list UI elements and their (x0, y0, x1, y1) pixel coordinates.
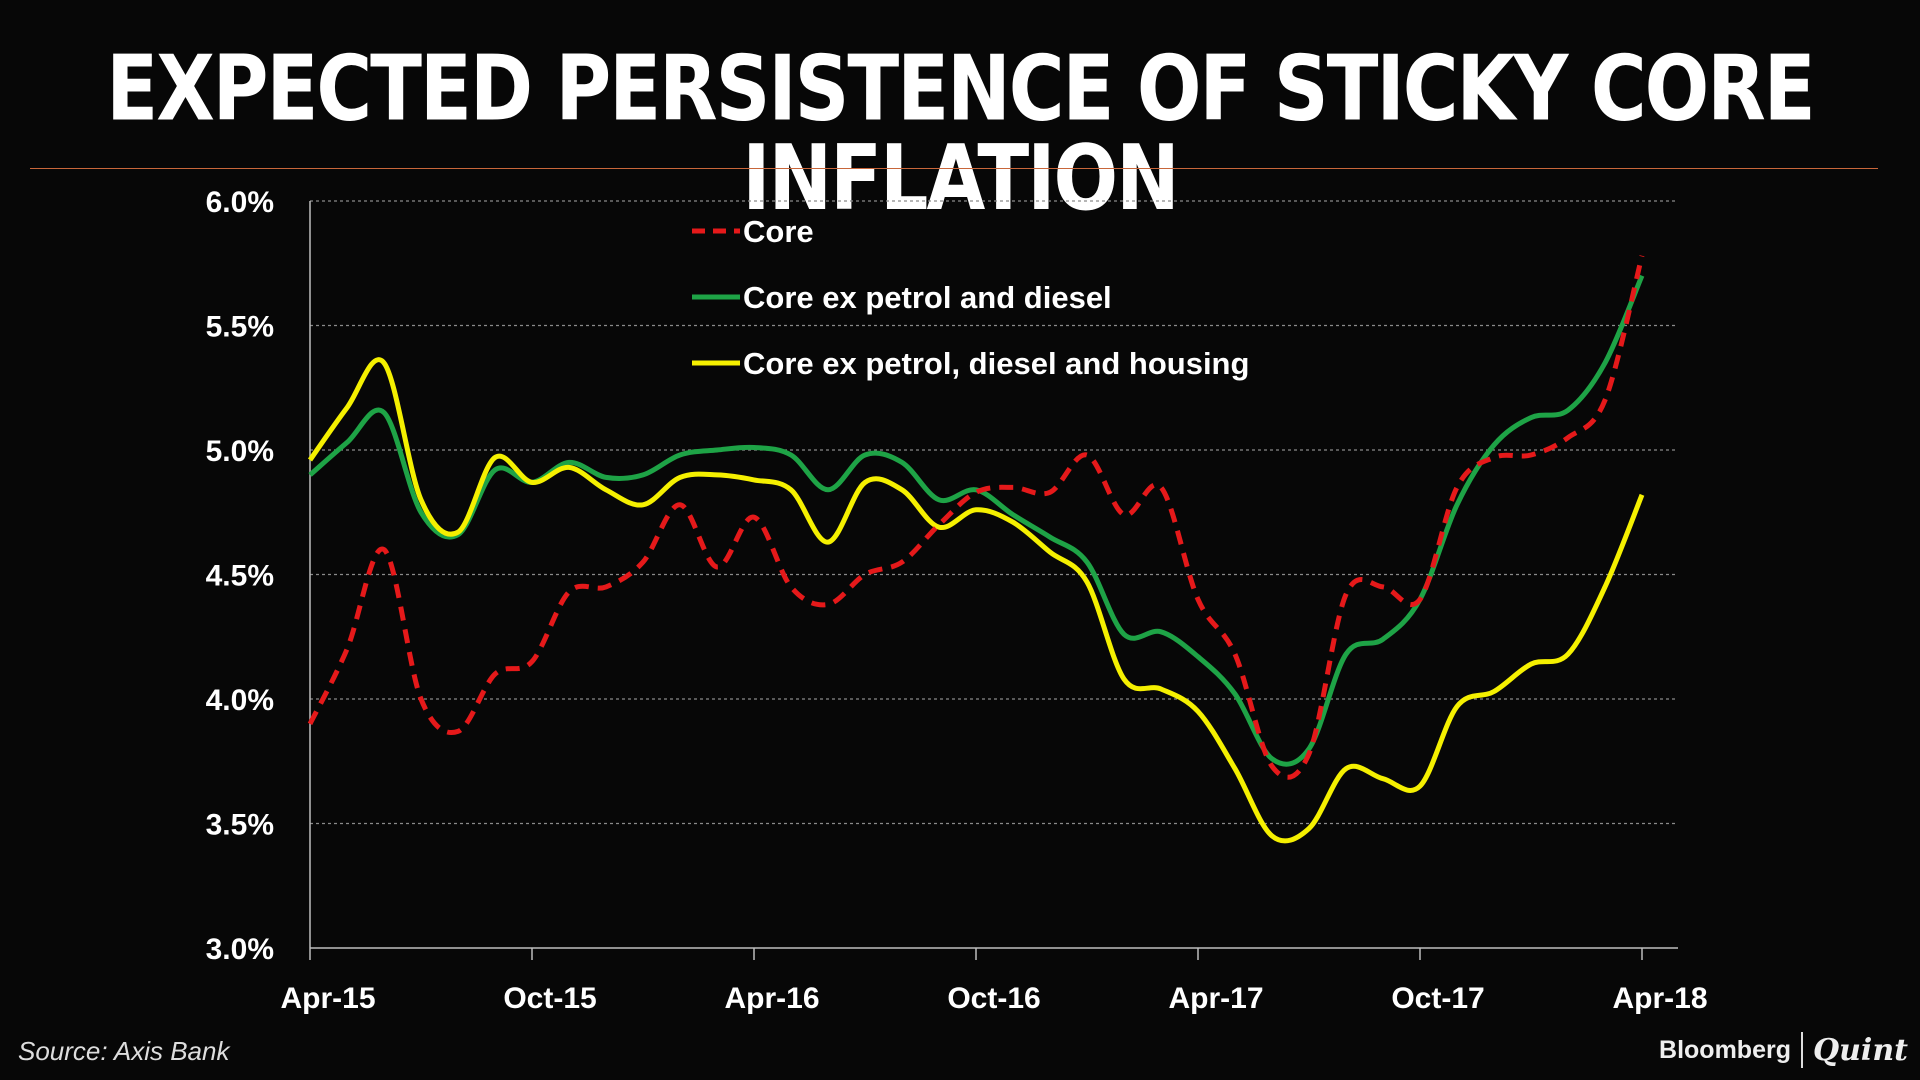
chart-title: EXPECTED PERSISTENCE OF STICKY CORE INFL… (106, 35, 1815, 231)
series-core-line (307, 255, 1645, 780)
y-tick-label: 4.5% (206, 560, 274, 593)
logo-separator (1800, 1032, 1803, 1068)
series-core-ex-petrol-diesel-housing-line (307, 357, 1645, 844)
legend-label: Core (743, 214, 814, 249)
x-tick-label: Oct-15 (503, 982, 596, 1015)
publisher-logo: Bloomberg Quint (1659, 1032, 1908, 1068)
axes: 3.0% 3.5% 4.0% 4.5% 5.0% 5.5% 6.0% Apr-15 Oct-15… (206, 186, 1708, 1015)
gridlines (310, 200, 1678, 825)
y-tick-label: 6.0% (206, 186, 274, 219)
y-tick-label: 5.0% (206, 435, 274, 468)
legend: Core Core ex petrol and diesel Core ex pet… (692, 214, 1249, 381)
x-tick-label: Apr-17 (1168, 982, 1263, 1015)
logo-brand: Bloomberg (1659, 1035, 1791, 1064)
legend-label: Core ex petrol, diesel and housing (743, 346, 1249, 381)
x-tick-label: Apr-15 (280, 982, 375, 1015)
y-tick-label: 3.5% (206, 809, 274, 842)
x-tick-label: Apr-18 (1612, 982, 1707, 1015)
source-note: Source: Axis Bank (18, 1036, 230, 1066)
y-tick-label: 4.0% (206, 684, 274, 717)
logo-sub: Quint (1812, 1032, 1908, 1068)
y-tick-label: 5.5% (206, 311, 274, 344)
y-tick-label: 3.0% (206, 933, 274, 966)
title-divider (30, 168, 1878, 169)
x-tick-label: Oct-16 (947, 982, 1040, 1015)
legend-label: Core ex petrol and diesel (743, 280, 1112, 315)
series-lines (307, 255, 1645, 844)
x-tick-label: Apr-16 (724, 982, 819, 1015)
x-tick-label: Oct-17 (1391, 982, 1484, 1015)
